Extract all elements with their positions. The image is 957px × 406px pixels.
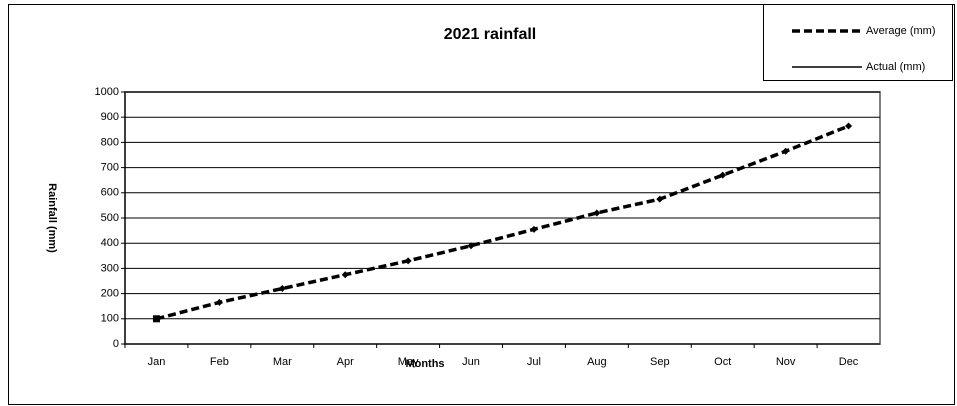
y-axis-title: Rainfall (mm) [46,183,58,253]
x-axis-title: Months [405,358,444,370]
y-tick-label: 1000 [95,86,119,98]
x-tick-label: Jul [527,356,541,368]
y-tick-label: 800 [101,136,119,148]
legend-label: Actual (mm) [866,61,925,73]
x-tick-label: Mar [273,356,292,368]
series-line [156,124,850,321]
point-marker [404,257,412,265]
y-tick-label: 400 [101,237,119,249]
point-marker [656,195,664,203]
legend-box [763,4,953,81]
y-tick-label: 300 [101,262,119,274]
point-marker [845,122,853,130]
x-tick-label: Feb [210,356,229,368]
y-tick-label: 600 [101,187,119,199]
y-tick-label: 500 [101,212,119,224]
point-marker [341,271,349,279]
y-tick-label: 900 [101,111,119,123]
x-tick-label: Jun [462,356,480,368]
y-tick-label: 100 [101,313,119,325]
y-tick-label: 0 [113,338,119,350]
x-tick-label: Aug [587,356,607,368]
x-tick-label: Nov [776,356,796,368]
x-tick-label: Apr [337,356,354,368]
x-tick-label: Sep [650,356,670,368]
y-tick-label: 200 [101,288,119,300]
x-tick-label: May [398,356,419,368]
point-marker [467,242,475,250]
point-marker [215,298,223,306]
y-tick-label: 700 [101,162,119,174]
x-tick-label: Dec [839,356,859,368]
x-tick-label: Oct [714,356,731,368]
point-marker [278,285,286,293]
point-marker [782,147,790,155]
chart-title: 2021 rainfall [444,26,537,43]
point-marker [719,171,727,179]
x-tick-label: Jan [148,356,166,368]
point-marker [530,225,538,233]
point-marker [152,315,160,323]
point-marker [593,209,601,217]
legend-label: Average (mm) [866,25,935,37]
